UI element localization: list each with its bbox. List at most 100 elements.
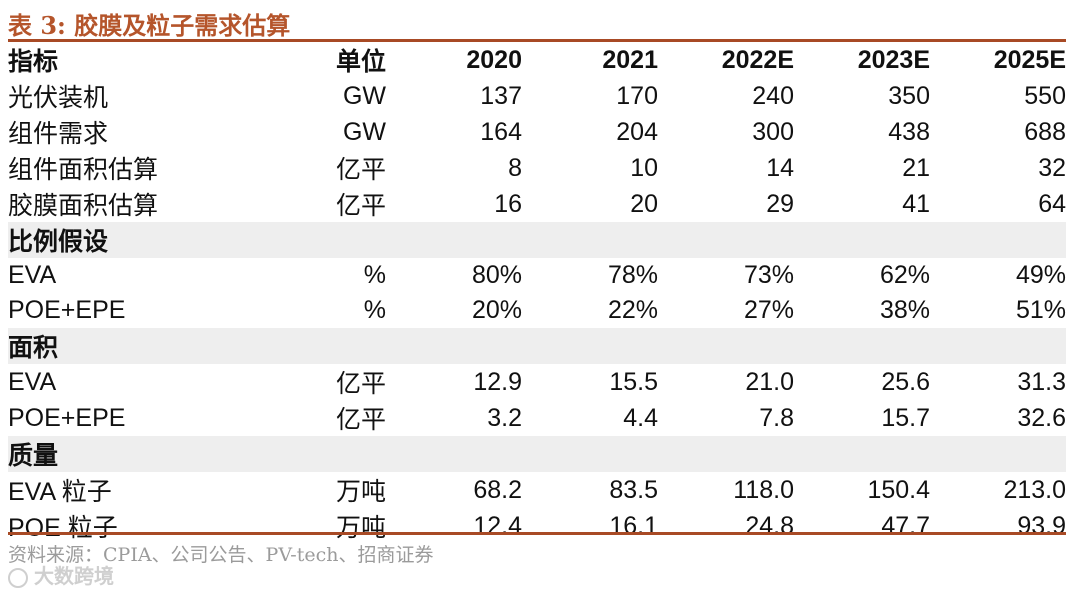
row-label: 组件面积估算 <box>8 155 159 184</box>
row-unit: 万吨 <box>335 477 386 506</box>
cell-value: 93.9 <box>1017 511 1066 540</box>
cell-value: 47.7 <box>881 511 930 540</box>
cell-value: 21.0 <box>745 367 794 396</box>
table-header-row: 指标 单位 2020 2021 2022E 2023E 2025E <box>8 42 1066 78</box>
cell-value: 27% <box>743 296 794 324</box>
title-divider <box>8 39 1066 42</box>
cell-value: 3.2 <box>487 403 522 432</box>
section-header-row: 质量 <box>8 436 1066 472</box>
table-row: EVA % 80% 78% 73% 62% 49% <box>8 258 1066 293</box>
cell-value: 78% <box>607 261 658 289</box>
table-row: 胶膜面积估算 亿平 16 20 29 41 64 <box>8 186 1066 222</box>
header-year: 2023E <box>794 42 930 78</box>
row-unit: GW <box>342 117 386 146</box>
cell-value: 73% <box>743 261 794 289</box>
cell-value: 8 <box>508 153 522 182</box>
cell-value: 164 <box>480 117 522 146</box>
cell-value: 24.8 <box>745 511 794 540</box>
row-label: POE+EPE <box>8 296 126 324</box>
table-row: POE 粒子 万吨 12.4 16.1 24.8 47.7 93.9 <box>8 508 1066 544</box>
cell-value: 38% <box>879 296 930 324</box>
cell-value: 21 <box>902 153 930 182</box>
row-unit: 万吨 <box>335 513 386 542</box>
cell-value: 688 <box>1024 117 1066 146</box>
table-row: POE+EPE % 20% 22% 27% 38% 51% <box>8 293 1066 328</box>
cell-value: 15.5 <box>609 367 658 396</box>
cell-value: 204 <box>616 117 658 146</box>
cell-value: 150.4 <box>867 475 930 504</box>
header-year: 2021 <box>522 42 658 78</box>
source-note: 资料来源：CPIA、公司公告、PV-tech、招商证券 <box>8 544 434 566</box>
section-title-ratio: 比例假设 <box>8 222 1066 258</box>
cell-value: 64 <box>1038 189 1066 218</box>
table-row: EVA 粒子 万吨 68.2 83.5 118.0 150.4 213.0 <box>8 472 1066 508</box>
section-header-row: 面积 <box>8 328 1066 364</box>
cell-value: 137 <box>480 81 522 110</box>
header-year: 2022E <box>658 42 794 78</box>
cell-value: 31.3 <box>1017 367 1066 396</box>
table-row: 组件需求 GW 164 204 300 438 688 <box>8 114 1066 150</box>
row-label: POE+EPE <box>8 403 126 432</box>
header-indicator: 指标 <box>8 42 240 78</box>
cell-value: 68.2 <box>473 475 522 504</box>
cell-value: 14 <box>766 153 794 182</box>
cell-value: 438 <box>888 117 930 146</box>
header-year: 2025E <box>930 42 1066 78</box>
cell-value: 15.7 <box>881 403 930 432</box>
cell-value: 12.9 <box>473 367 522 396</box>
cell-value: 49% <box>1015 261 1066 289</box>
row-unit: % <box>363 261 386 289</box>
cell-value: 170 <box>616 81 658 110</box>
cell-value: 51% <box>1015 296 1066 324</box>
section-header-row: 比例假设 <box>8 222 1066 258</box>
row-label: 光伏装机 <box>8 83 109 112</box>
cell-value: 16.1 <box>609 511 658 540</box>
row-unit: % <box>363 296 386 324</box>
table-row: POE+EPE 亿平 3.2 4.4 7.8 15.7 32.6 <box>8 400 1066 436</box>
cell-value: 32 <box>1038 153 1066 182</box>
cell-value: 22% <box>607 296 658 324</box>
cell-value: 41 <box>902 189 930 218</box>
row-unit: 亿平 <box>335 369 386 398</box>
bottom-divider <box>8 532 1066 535</box>
watermark: 大数跨境 <box>8 560 114 589</box>
cell-value: 25.6 <box>881 367 930 396</box>
row-unit: 亿平 <box>335 155 386 184</box>
cell-value: 16 <box>494 189 522 218</box>
cell-value: 300 <box>752 117 794 146</box>
cell-value: 20% <box>471 296 522 324</box>
table-row: EVA 亿平 12.9 15.5 21.0 25.6 31.3 <box>8 364 1066 400</box>
header-unit: 单位 <box>240 42 386 78</box>
cell-value: 350 <box>888 81 930 110</box>
cell-value: 10 <box>630 153 658 182</box>
row-label: 胶膜面积估算 <box>8 191 159 220</box>
row-label: EVA <box>8 261 57 289</box>
watermark-text: 大数跨境 <box>34 564 114 588</box>
cell-value: 20 <box>630 189 658 218</box>
cell-value: 7.8 <box>759 403 794 432</box>
row-unit: 亿平 <box>335 405 386 434</box>
row-label: EVA <box>8 367 57 396</box>
table-title: 表 3: 胶膜及粒子需求估算 <box>8 11 291 40</box>
cell-value: 29 <box>766 189 794 218</box>
cell-value: 83.5 <box>609 475 658 504</box>
table-row: 光伏装机 GW 137 170 240 350 550 <box>8 78 1066 114</box>
cell-value: 62% <box>879 261 930 289</box>
demand-table: 指标 单位 2020 2021 2022E 2023E 2025E 光伏装机 G… <box>8 42 1066 544</box>
row-label: 组件需求 <box>8 119 109 148</box>
header-year: 2020 <box>386 42 522 78</box>
watermark-logo-icon <box>8 567 28 588</box>
cell-value: 213.0 <box>1003 475 1066 504</box>
row-label: POE 粒子 <box>8 514 118 542</box>
section-title-area: 面积 <box>8 328 1066 364</box>
cell-value: 12.4 <box>473 511 522 540</box>
cell-value: 240 <box>752 81 794 110</box>
section-title-mass: 质量 <box>8 436 1066 472</box>
cell-value: 32.6 <box>1017 403 1066 432</box>
cell-value: 550 <box>1024 81 1066 110</box>
row-unit: GW <box>342 81 386 110</box>
cell-value: 4.4 <box>623 403 658 432</box>
cell-value: 118.0 <box>733 475 794 504</box>
table-row: 组件面积估算 亿平 8 10 14 21 32 <box>8 150 1066 186</box>
cell-value: 80% <box>471 261 522 289</box>
